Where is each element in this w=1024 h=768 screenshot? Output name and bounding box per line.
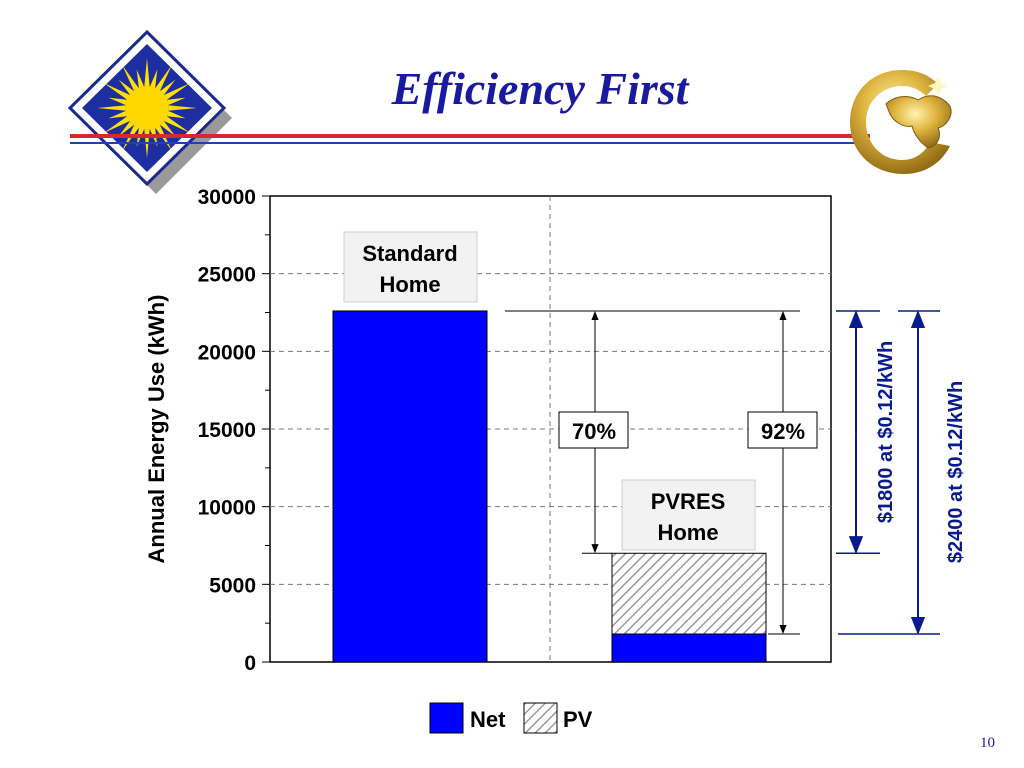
sun-ray — [118, 121, 134, 137]
y-tick-label: 30000 — [198, 186, 256, 209]
pvres-home-label-box — [621, 479, 756, 551]
solar-energy-logo — [62, 28, 232, 198]
sun-ray — [155, 125, 172, 152]
sun-ray — [144, 58, 150, 87]
pvres-home-label-line1: PVRES — [651, 489, 726, 514]
standard-home-label-line2: Home — [379, 272, 440, 297]
sun-ray — [155, 64, 172, 91]
y-tick-label: 0 — [244, 652, 256, 675]
pct-70-label: 70% — [572, 419, 616, 444]
sun-ray — [164, 116, 191, 133]
title-rule-blue — [70, 142, 870, 144]
y-tick-label: 25000 — [198, 264, 256, 287]
cost1-label: $1800 at $0.12/kWh — [875, 341, 897, 523]
sun-ray — [103, 83, 130, 100]
pegasus-logo — [842, 62, 966, 180]
y-tick-label: 10000 — [198, 497, 256, 520]
sun-ray — [164, 83, 191, 100]
slide-number: 10 — [980, 735, 995, 751]
pct-92-label: 92% — [761, 419, 805, 444]
pvres-home-label-line2: Home — [657, 520, 718, 545]
sun-ray — [167, 97, 186, 105]
bar-standard-home-net — [332, 310, 488, 663]
sun-ray — [108, 111, 127, 119]
sun-ray — [167, 111, 186, 119]
title-rule-red — [70, 134, 870, 138]
sun-ray — [136, 69, 144, 88]
y-axis-label: Annual Energy Use (kWh) — [144, 295, 169, 564]
sun-ray — [97, 105, 126, 111]
slide-title: Efficiency First — [391, 63, 689, 114]
sun-ray — [168, 105, 197, 111]
sun-ray — [150, 69, 158, 88]
pct-70-box — [558, 411, 629, 449]
y-tick-label: 5000 — [209, 574, 256, 597]
sun-ray — [103, 116, 130, 133]
sun-ray — [160, 121, 176, 137]
legend-label-net: Net — [470, 707, 506, 732]
sun-ray — [122, 125, 139, 152]
legend-label-pv: PV — [563, 707, 593, 732]
bar-pvres-home-pv — [611, 552, 767, 635]
sun-ray — [118, 79, 134, 95]
y-tick-label: 20000 — [198, 341, 256, 364]
bar-pvres-home-net — [611, 633, 767, 663]
cost2-label: $2400 at $0.12/kWh — [945, 381, 967, 563]
legend-swatch-pv — [523, 702, 558, 734]
sun-ray — [122, 64, 139, 91]
standard-home-label-line1: Standard — [362, 241, 457, 266]
y-tick-label: 15000 — [198, 419, 256, 442]
sun-ray — [108, 97, 127, 105]
sun-ray — [160, 79, 176, 95]
standard-home-label-box — [343, 231, 478, 303]
pct-92-box — [747, 411, 818, 449]
legend-swatch-net — [429, 702, 464, 734]
